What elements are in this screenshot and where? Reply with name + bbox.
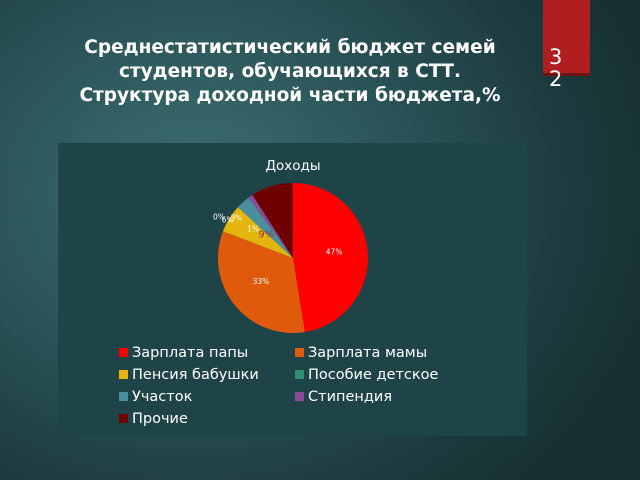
legend-swatch [295,370,304,379]
pie-label-5: 3% [231,213,243,222]
pie-label-3: 6% [222,215,234,224]
legend-swatch [119,370,128,379]
chart-legend: Зарплата папы Зарплата мамы Пенсия бабушки… [119,342,489,429]
pie-label-6: 1% [247,225,259,234]
pie-slice-6 [248,194,293,258]
pie-label-7: 9% [258,230,274,241]
slide-title-line-1: Среднестатистический бюджет семей [84,37,496,58]
legend-label: Зарплата мамы [308,344,428,361]
legend-item-1: Зарплата папы [119,342,295,363]
legend-item-3: Пенсия бабушки [119,364,295,385]
pie-label-4: 0% [213,212,225,221]
slide-title-line-3: Структура доходной части бюджета,% [79,85,501,106]
legend-label: Зарплата папы [132,344,249,361]
legend-label: Участок [132,388,193,405]
legend-item-4: Пособие детское [295,364,485,385]
legend-item-7: Прочие [119,408,295,429]
legend-swatch [119,414,128,423]
pie-label-2: 33% [253,277,270,286]
legend-item-6: Стипендия [295,386,485,407]
legend-label: Стипендия [308,388,393,405]
pie-slice-2 [217,231,305,333]
pie-slice-5 [237,197,293,258]
slide-title: Среднестатистический бюджет семей студен… [40,36,540,108]
chart-title: Доходы [265,158,320,174]
legend-label: Пособие детское [308,366,439,383]
legend-swatch [295,392,304,401]
pie-chart: Доходы 47% 33% 6%0% 3% 1%9% [213,158,369,333]
page-number: 32 [549,45,566,91]
legend-item-5: Участок [119,386,295,407]
legend-item-2: Зарплата мамы [295,342,485,363]
page-number-tab [543,0,590,76]
legend-swatch [119,348,128,357]
legend-swatch [295,348,304,357]
legend-swatch [119,392,128,401]
pie-label-1: 47% [326,248,343,257]
pie-slice-3 [222,207,293,258]
legend-label: Прочие [132,410,188,427]
chart-area: Доходы 47% 33% 6% 0% 3% 1% 9% Зарплата папы Зар… [58,143,527,436]
slide-title-line-2: студентов, обучающихся в СТТ. [118,61,462,82]
legend-label: Пенсия бабушки [132,366,259,383]
pie-slice-7 [252,183,293,258]
pie-slice-1 [293,183,369,333]
